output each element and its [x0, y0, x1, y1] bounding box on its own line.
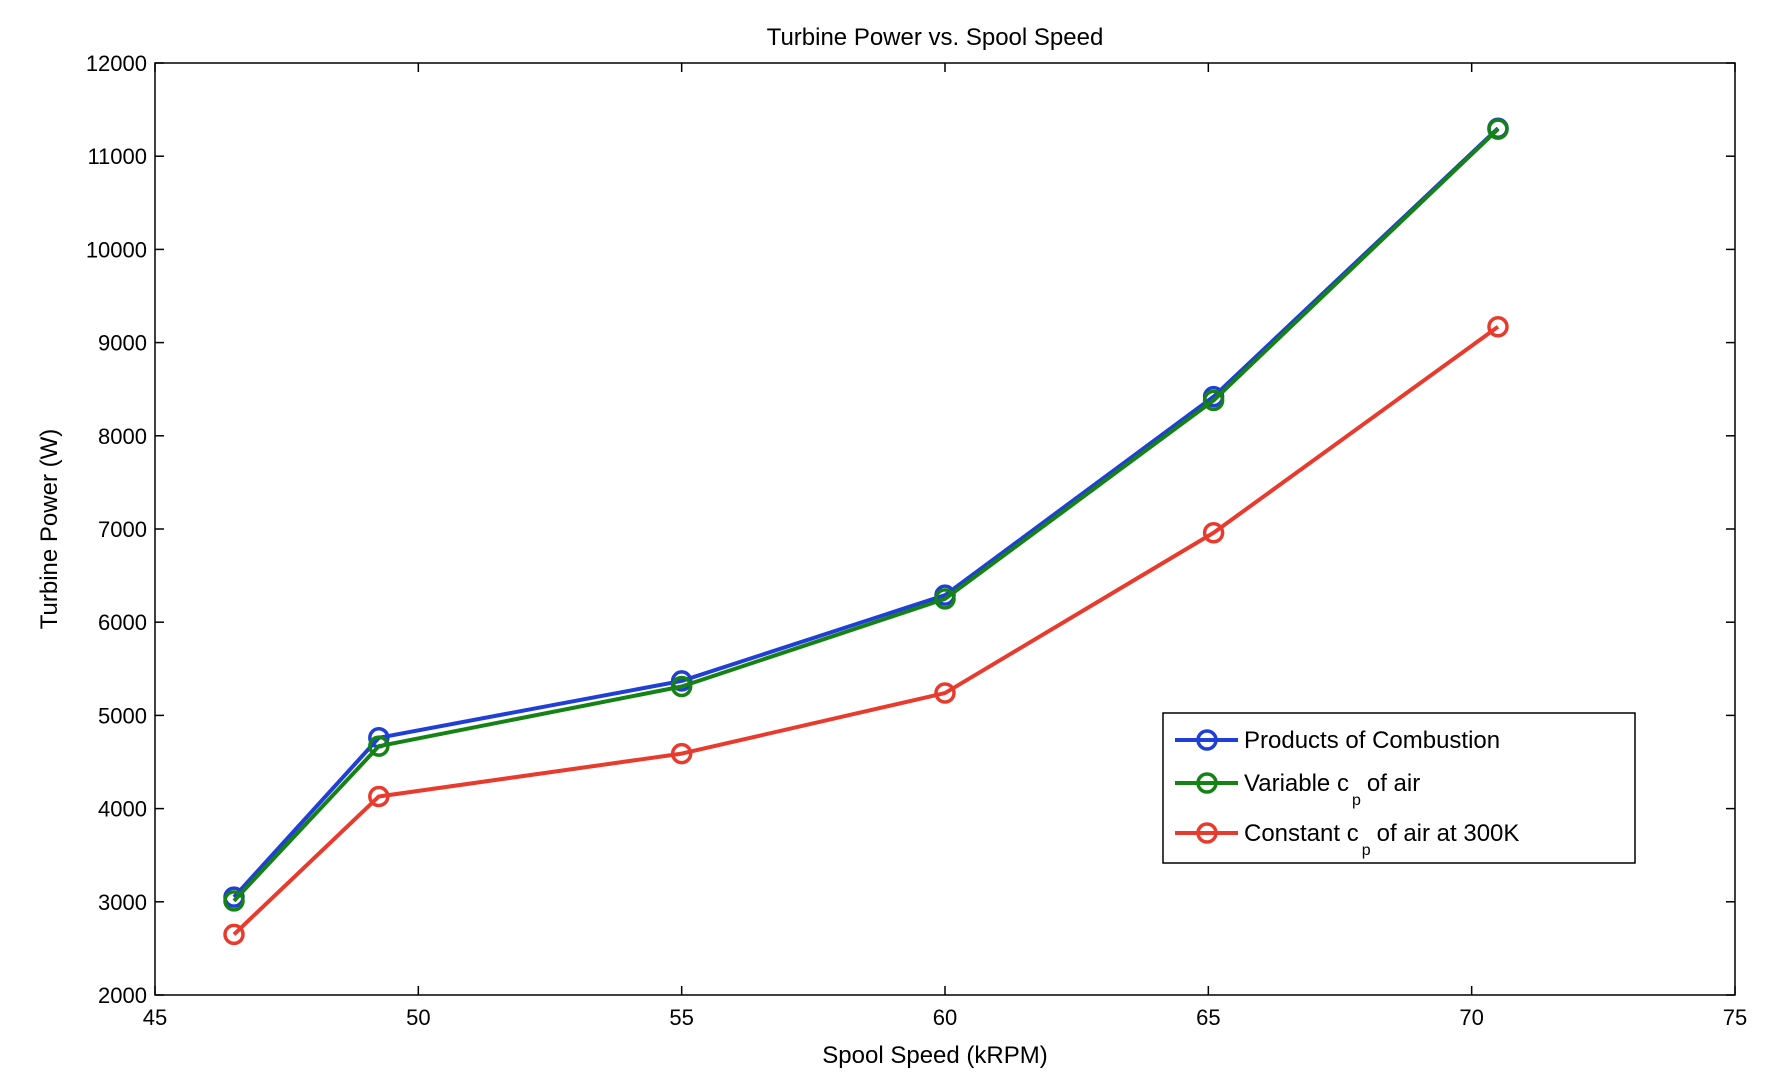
series-line — [232, 325, 1500, 936]
x-tick-label: 55 — [669, 1005, 693, 1030]
legend-swatch-marker — [1196, 822, 1218, 844]
legend-item: Constant cpof air at 300K — [1175, 820, 1519, 859]
x-tick-label: 60 — [933, 1005, 957, 1030]
chart-title: Turbine Power vs. Spool Speed — [767, 24, 1104, 51]
legend-label: Products of Combustion — [1244, 727, 1500, 754]
y-tick-label: 12000 — [86, 51, 147, 76]
data-point — [1202, 389, 1225, 412]
x-tick-label: 75 — [1723, 1005, 1747, 1030]
y-tick-label: 7000 — [98, 517, 147, 542]
x-tick-label: 50 — [406, 1005, 430, 1030]
legend-label: Variable cpof air — [1244, 770, 1420, 809]
axis-ticks: 45 50 55 60 65 70 75 2000 3000 4000 5000 6000 7000 80… — [86, 51, 1747, 1030]
y-tick-label: 6000 — [98, 610, 147, 635]
data-point — [1487, 118, 1509, 140]
series-layer — [223, 117, 1509, 946]
data-point — [223, 890, 245, 912]
legend-item: Products of Combustion — [1175, 727, 1500, 754]
legend-swatch-marker — [1196, 729, 1218, 751]
x-tick-label: 70 — [1459, 1005, 1483, 1030]
data-point — [368, 735, 390, 757]
data-point — [670, 742, 693, 765]
series-3 — [223, 316, 1509, 946]
data-point — [223, 923, 245, 946]
y-tick-label: 2000 — [98, 983, 147, 1008]
data-point — [1487, 316, 1509, 338]
y-tick-label: 8000 — [98, 424, 147, 449]
series-line — [232, 127, 1500, 903]
y-tick-label: 9000 — [98, 331, 147, 356]
data-point — [368, 785, 390, 808]
y-tick-label: 3000 — [98, 890, 147, 915]
legend-label: Constant cpof air at 300K — [1244, 820, 1519, 859]
legend-swatch-marker — [1196, 772, 1218, 794]
y-tick-label: 4000 — [98, 797, 147, 822]
legend: Products of Combustion Variable cpof air C… — [1162, 712, 1636, 864]
y-axis-title: Turbine Power (W) — [36, 429, 63, 629]
legend-box — [1162, 712, 1636, 864]
series-line — [232, 126, 1500, 899]
series-2 — [223, 118, 1509, 912]
y-tick-label: 5000 — [98, 703, 147, 728]
x-axis-title: Spool Speed (kRPM) — [822, 1042, 1047, 1069]
data-point — [1202, 521, 1225, 544]
y-tick-label: 10000 — [86, 237, 147, 262]
data-point — [670, 675, 693, 698]
x-tick-label: 65 — [1196, 1005, 1220, 1030]
y-tick-label: 11000 — [87, 144, 147, 169]
x-tick-label: 45 — [143, 1005, 167, 1030]
data-point — [934, 588, 956, 610]
legend-items: Products of Combustion Variable cpof air C… — [1175, 727, 1519, 859]
data-point — [934, 682, 956, 704]
legend-item: Variable cpof air — [1175, 770, 1420, 809]
